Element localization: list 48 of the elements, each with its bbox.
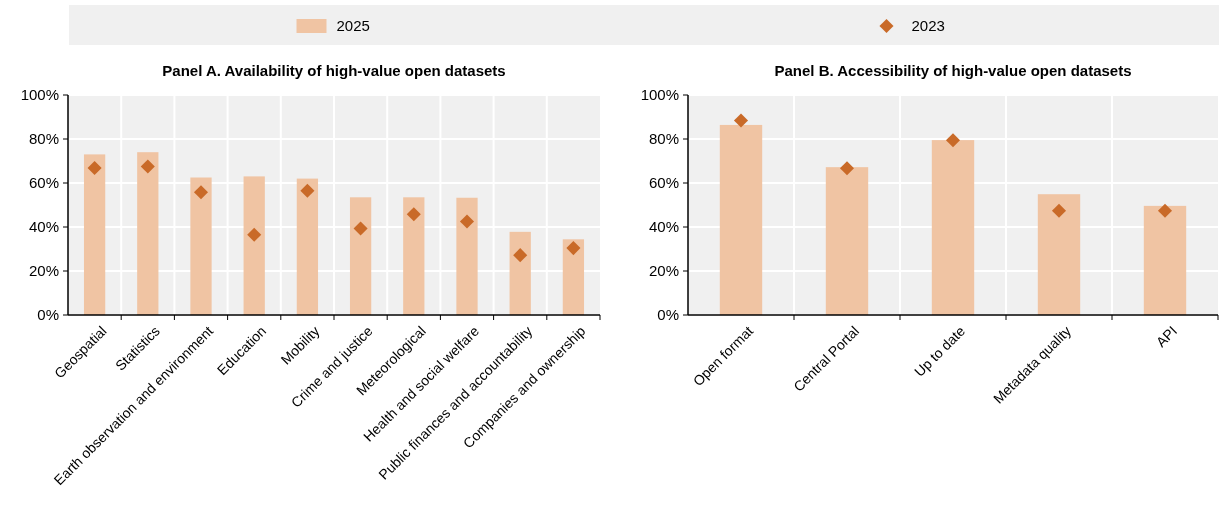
point xyxy=(140,159,155,174)
y-tick-label: 40% xyxy=(648,218,679,236)
y-tick-label: 20% xyxy=(648,262,679,280)
point xyxy=(353,221,368,236)
bar xyxy=(719,124,763,315)
legend-label: 2023 xyxy=(911,17,945,35)
y-tick-label: 80% xyxy=(28,130,59,148)
bar xyxy=(137,152,159,315)
bar xyxy=(931,140,975,315)
point xyxy=(839,161,855,176)
point xyxy=(1051,203,1067,218)
bar xyxy=(456,197,478,315)
point xyxy=(300,183,315,198)
bar xyxy=(83,154,106,315)
bar xyxy=(296,178,319,315)
bar xyxy=(403,197,425,315)
legend-label: 2025 xyxy=(336,17,370,35)
bar xyxy=(349,197,372,315)
chart-title: Panel B. Accessibility of high-value open datasets xyxy=(774,62,1132,79)
y-tick-label: 100% xyxy=(20,86,59,104)
point xyxy=(193,185,209,200)
point xyxy=(87,161,102,176)
y-tick-label: 0% xyxy=(657,306,679,324)
bar xyxy=(825,167,869,315)
y-tick-label: 80% xyxy=(648,130,679,148)
point xyxy=(247,227,262,242)
bar xyxy=(243,176,265,315)
bar xyxy=(509,231,531,315)
point xyxy=(513,248,528,263)
bar xyxy=(190,177,212,315)
chart-title: Panel A. Availability of high-value open datasets xyxy=(162,62,506,79)
x-tick-label: Up to date xyxy=(911,322,969,380)
y-tick-label: 60% xyxy=(28,174,59,192)
y-tick-label: 40% xyxy=(28,218,59,236)
y-tick-label: 60% xyxy=(648,174,679,192)
y-tick-label: 100% xyxy=(640,86,679,104)
point xyxy=(566,241,581,256)
y-tick-label: 20% xyxy=(28,262,59,280)
point xyxy=(406,207,421,222)
point xyxy=(1157,203,1173,218)
y-tick-label: 0% xyxy=(37,306,59,324)
point xyxy=(945,133,961,148)
bar xyxy=(1143,205,1187,315)
x-tick-label: API xyxy=(1152,322,1181,351)
point xyxy=(459,214,475,229)
point xyxy=(733,113,749,128)
bar xyxy=(562,239,585,315)
bar xyxy=(1037,194,1081,315)
